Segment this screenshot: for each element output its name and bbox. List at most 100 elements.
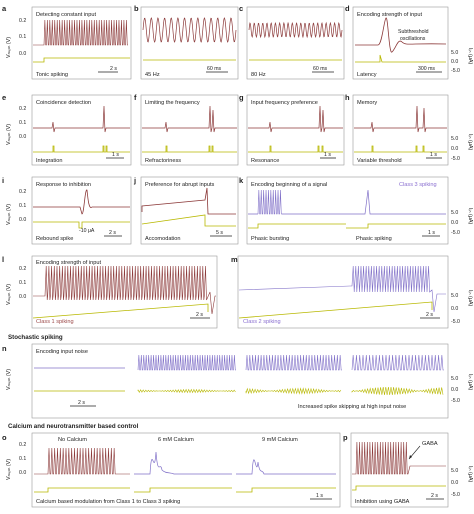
inhibition-label: -10 μA [79,228,95,234]
panel-l: l Encoding strength of input Class 1 spi… [2,255,218,329]
vmem-tick: 0.1 [19,120,26,126]
voltage-trace [32,265,216,319]
panel-caption: Tonic spiking [36,72,68,78]
trace-line [245,354,342,371]
scale-label: 1 s [430,152,437,158]
panel-letter: g [239,93,244,102]
panel-m: m Class 2 spiking 2 s 5.0 0.0 -5.0 Iᵢₙ (… [231,255,473,329]
panel-c: c 80 Hz 60 ms [239,4,345,80]
panel-frame [31,94,132,166]
current-line [137,388,236,394]
voltage-trace [34,354,444,396]
panel-frame [140,6,239,80]
current-line [33,57,130,63]
panel-h: h Memory Variable threshold 1 s 5.0 0.0 … [345,93,473,166]
panel-letter: e [2,93,6,102]
vmem-tick: 0.1 [19,280,26,286]
vmem-tick: 0.2 [19,266,26,272]
trace-line [248,105,343,133]
panel-n: n Encoding input noise 2 s Increased spi… [2,343,473,419]
vmem-tick: 0.0 [19,294,26,300]
current-line [352,485,446,491]
panel-frame [31,176,132,245]
condition-label: 9 mM Calcium [262,437,298,443]
vmem-tick: 0.0 [19,134,26,140]
panel-title: Memory [357,100,377,106]
scale-label: 60 ms [207,66,222,72]
trace-line [238,265,446,313]
panel-title: Detecting constant input [36,12,96,18]
panel-caption: Resonance [251,158,279,164]
iin-tick: -5.0 [451,398,460,404]
trace-line [134,451,232,475]
panel-caption: Refractoriness [145,158,181,164]
iin-tick: 0.0 [451,387,458,393]
gaba-arrowhead [409,455,412,459]
panel-letter: m [231,255,238,264]
vmem-axis-label: Vₘₑₘ (V) [6,459,12,480]
vmem-tick: 0.1 [19,203,26,209]
scale-label: 2 s [426,312,433,318]
current-line [354,145,447,153]
panel-letter: h [345,93,350,102]
panel-caption: Phasic bursting [251,236,289,242]
scale-label: 1 s [316,493,323,499]
voltage-trace [142,105,237,153]
panel-caption: Accomodation [145,236,180,242]
panel-f: f Limiting the frequency Refractoriness [134,93,239,166]
panel-title: Coincidence detection [36,100,91,106]
iin-tick: 5.0 [451,50,458,56]
iin-axis-label: Iᵢₙ (μA) [467,48,473,64]
current-line [248,223,446,229]
iin-tick: 5.0 [451,293,458,299]
scale-label: 1 s [428,230,435,236]
panel-caption: Variable threshold [357,158,402,164]
current-line [238,301,433,319]
condition-label: No Calcium [58,437,87,443]
scale-label: 5 s [216,230,223,236]
iin-tick: -5.0 [451,230,460,236]
panel-frame [31,6,132,80]
vmem-tick: 0.0 [19,217,26,223]
panel-title: Encoding input noise [36,349,88,355]
panel-letter: c [239,4,243,13]
panel-title: Encoding beginning of a signal [251,182,327,188]
iin-tick: 5.0 [451,468,458,474]
trace-line [137,354,236,371]
scale-label: 2 s [109,230,116,236]
voltage-trace [141,187,236,227]
iin-tick: 0.0 [451,480,458,486]
iin-axis-label: Iᵢₙ (μA) [467,466,473,482]
trace-line [352,441,446,475]
class-label: Class 3 spiking [399,182,437,188]
panel-title: Response to inhibition [36,182,91,188]
panel-frame [246,6,345,80]
trace-line [33,265,216,315]
current-line [351,386,444,396]
panel-letter: l [2,255,4,264]
iin-tick: 0.0 [451,59,458,65]
iin-axis-label: Iᵢₙ (μA) [467,208,473,224]
voltage-trace [33,19,128,46]
vmem-tick: 0.2 [19,442,26,448]
current-line [33,221,130,229]
panel-letter: f [134,93,137,102]
trace-line [354,105,447,133]
iin-tick: -5.0 [451,68,460,74]
vmem-tick: 0.2 [19,18,26,24]
panel-caption: Class 1 spiking [36,319,74,325]
iin-tick: 5.0 [451,210,458,216]
voltage-trace [355,17,447,53]
panel-frame [246,176,449,245]
panel-letter: i [2,176,4,185]
condition-label: 6 mM Calcium [158,437,194,443]
vmem-tick: 0.0 [19,470,26,476]
vmem-tick: 0.2 [19,106,26,112]
panel-e: e Coincidence detection Integration 1 s … [2,93,132,166]
panel-frame [237,255,449,329]
current-trace [355,54,446,63]
section-header: Stochastic spiking [8,334,63,341]
trace-line [33,105,130,133]
voltage-trace [352,441,446,491]
